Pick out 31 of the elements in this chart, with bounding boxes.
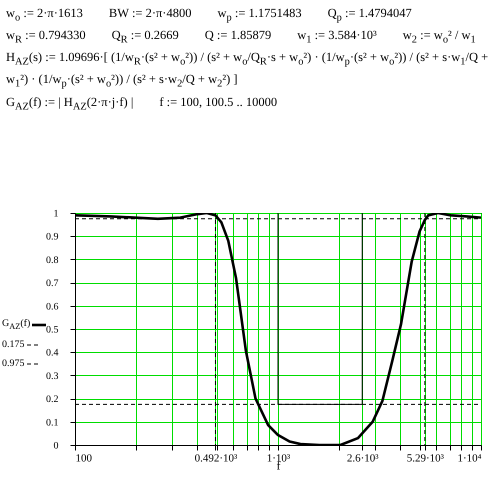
- legend-label: 0.975: [2, 358, 24, 369]
- x-axis-title: f: [276, 458, 280, 472]
- text: G$_{AZ}$(f) := | H$_{AZ}$(2·π·j·f) |: [6, 94, 134, 114]
- x-tick-label: 1·10⁴: [458, 452, 482, 464]
- y-tick-label: 0.3: [46, 370, 58, 382]
- y-tick-label: 0.6: [46, 301, 58, 312]
- y-tick-label: 0.2: [46, 394, 58, 406]
- x-tick-label: 0.492·10³: [194, 452, 238, 464]
- text: w$_{1}$ := 3.584·10³: [297, 27, 377, 48]
- text: w$_{o}$ := 2·π·1613: [6, 5, 83, 26]
- text: f := 100, 100.5 .. 10000: [159, 94, 278, 110]
- y-tick-label: 1: [54, 208, 58, 220]
- y-tick-label: 0: [54, 440, 58, 452]
- legend-label: 0.175: [2, 339, 24, 350]
- y-tick-label: 0.8: [46, 254, 58, 266]
- y-tick-label: 0.9: [46, 232, 58, 243]
- text: BW := 2·π·4800: [108, 5, 192, 22]
- x-tick-label: 2.6·10³: [346, 452, 380, 464]
- y-tick-label: 0.4: [46, 348, 58, 359]
- x-tick-label: 100: [76, 452, 92, 464]
- y-tick-label: 0.5: [46, 324, 58, 336]
- y-tick-label: 0.7: [46, 278, 58, 290]
- text: Q$_{p}$ := 1.4794047: [328, 5, 412, 26]
- legend-label: G$_{AZ}$(f): [2, 318, 30, 331]
- text: w$_{p}$ := 1.1751483: [217, 5, 302, 26]
- x-tick-label: 5.29·10³: [406, 452, 445, 464]
- text: Q$_{R}$ := 0.2669: [112, 27, 179, 48]
- text: Q := 1.85879: [204, 27, 272, 44]
- text: w$_{R}$ := 0.794330: [6, 27, 86, 48]
- y-tick-label: 0.1: [46, 417, 58, 428]
- text: w$_{2}$ := w$_{o}$² / w$_{1}$: [402, 27, 476, 48]
